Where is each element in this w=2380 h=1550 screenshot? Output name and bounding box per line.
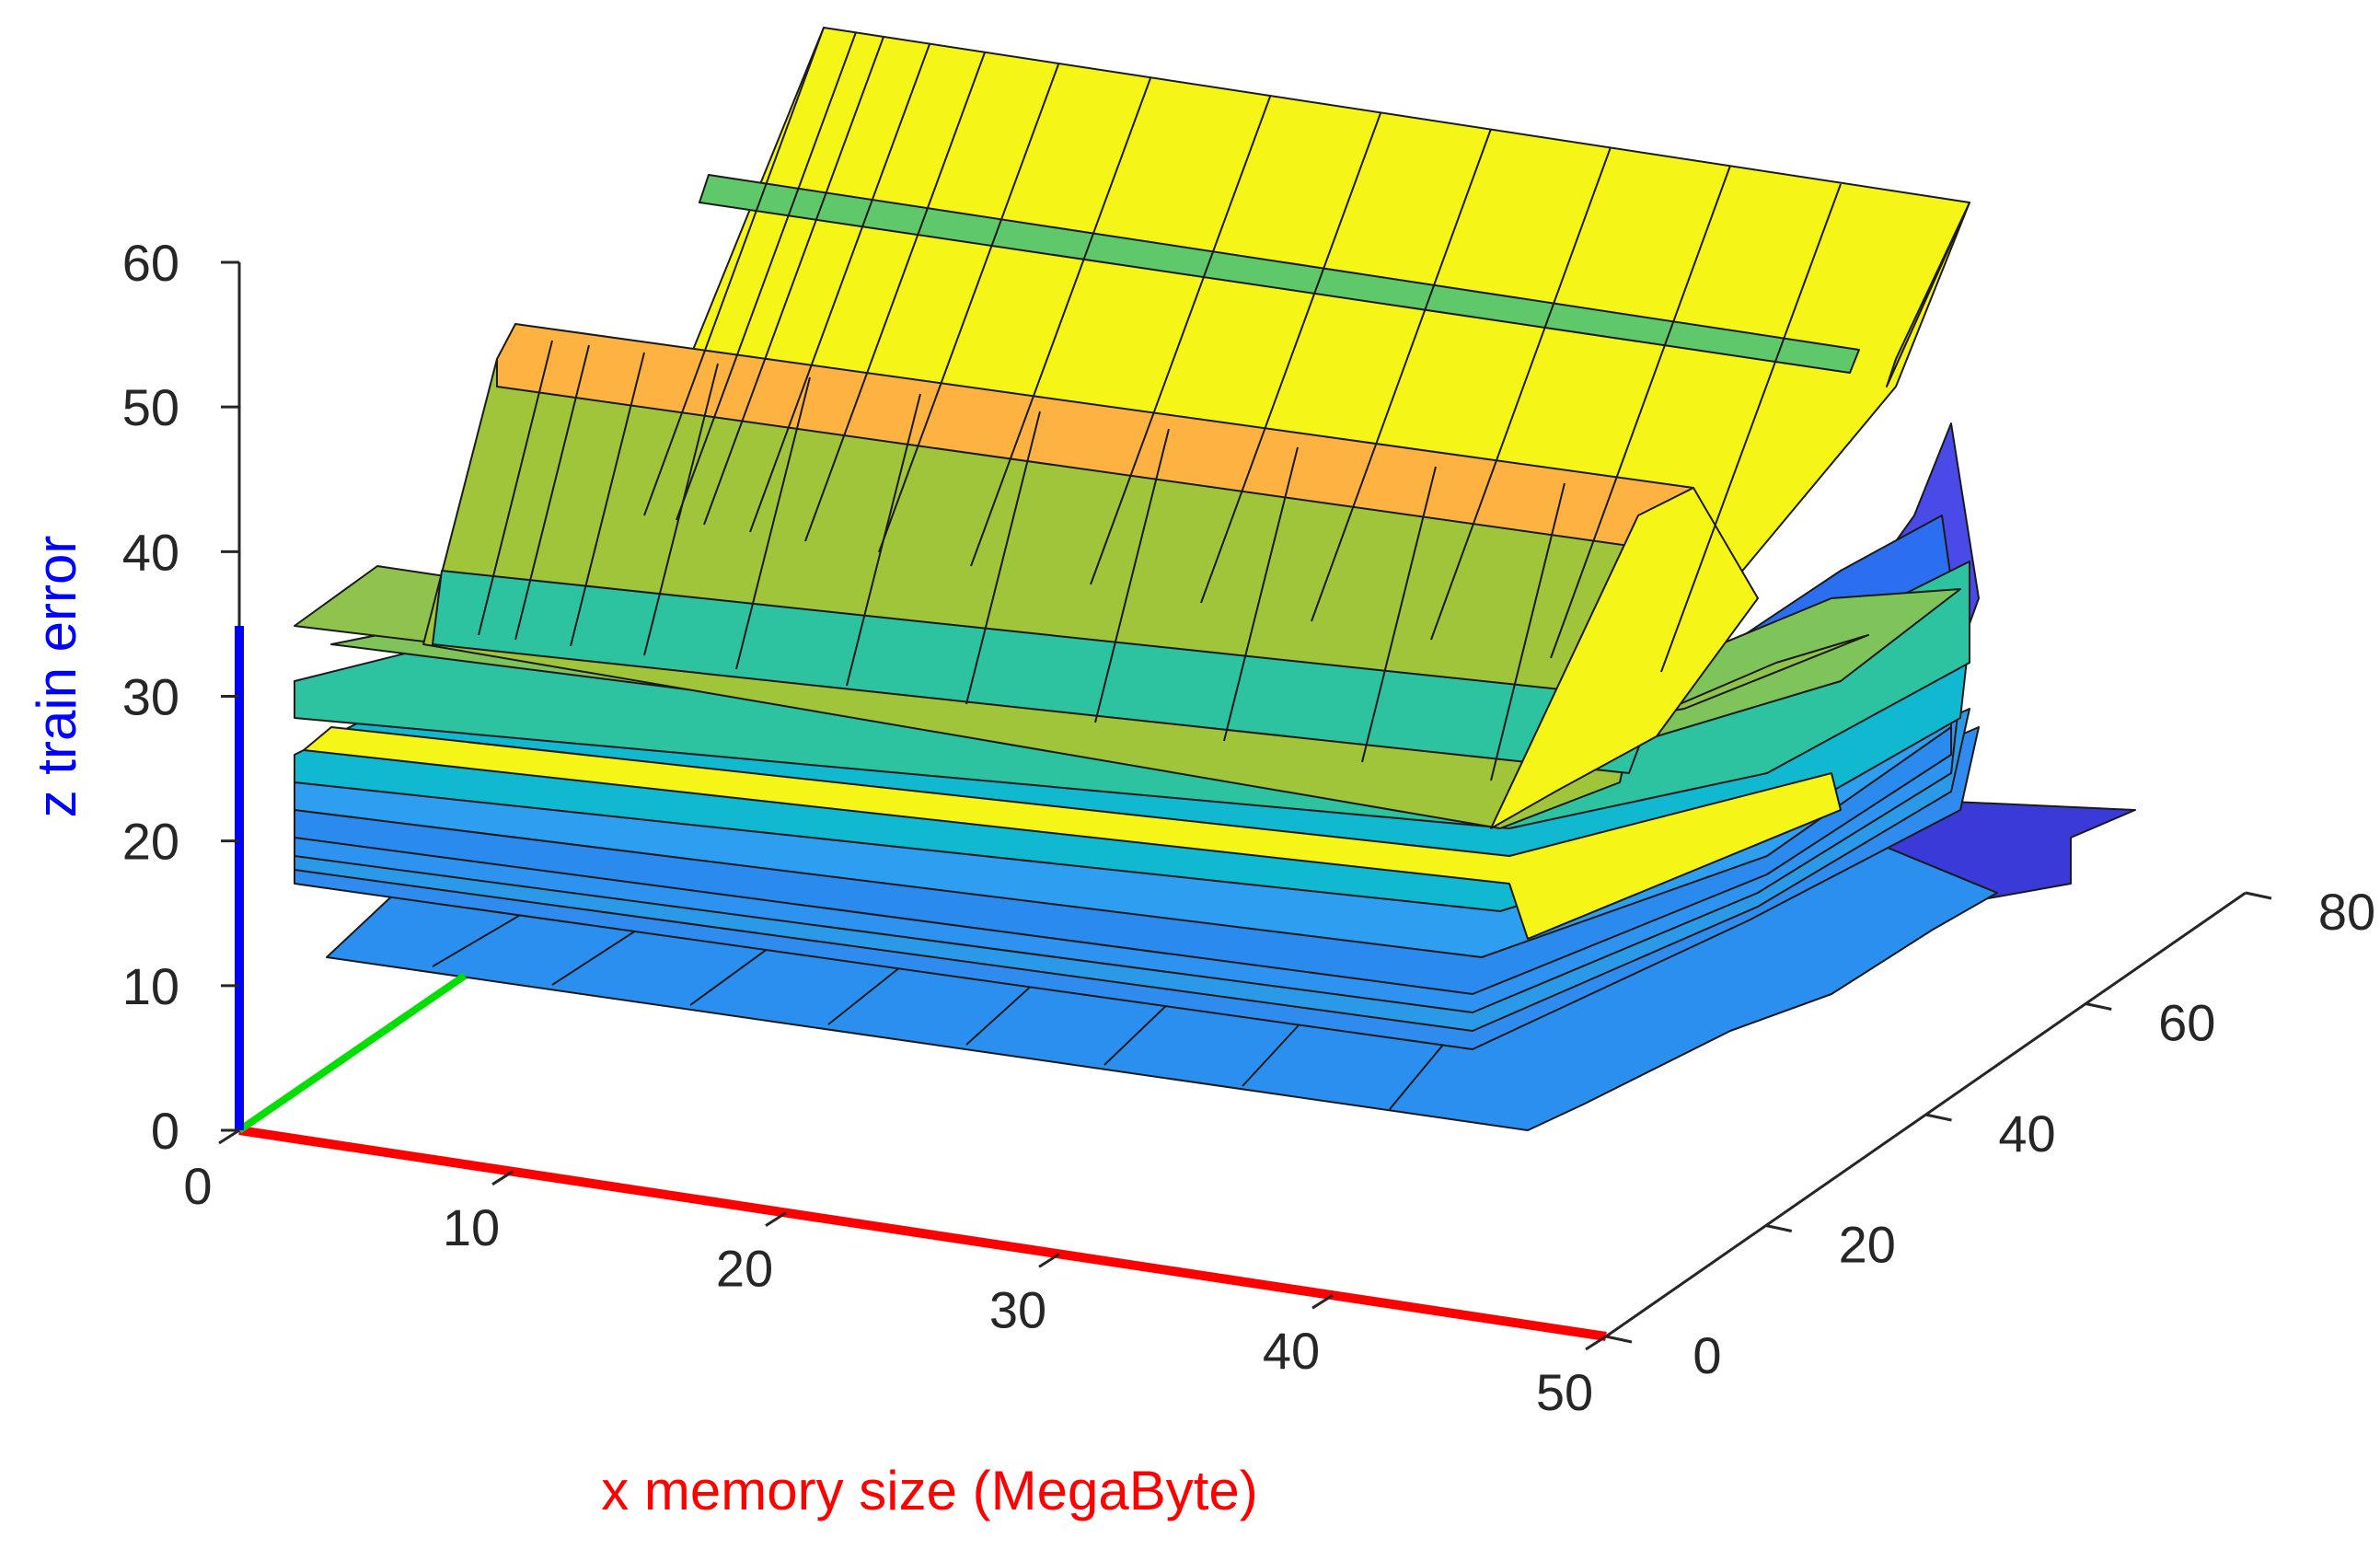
- y-tick-mark: [2245, 891, 2272, 900]
- surface-layers: [294, 27, 2136, 1131]
- y-axis-ticks: 0 20 40 60 80: [1605, 883, 2375, 1384]
- y-tick-label: 80: [2318, 883, 2375, 941]
- y-tick-mark: [2085, 1002, 2112, 1011]
- x-axis-ticks: 0 10 20 30 40 50: [183, 1128, 1607, 1421]
- surface-ridge-front-yellow-face: [1490, 487, 1759, 829]
- z-axis-title: z train error: [26, 536, 87, 818]
- surface-ridge-grid: [478, 27, 1842, 781]
- surface-ridge-front-teal-band: [432, 570, 1658, 774]
- surface-layer-yellow-band: [303, 726, 1842, 940]
- x-tick-label: 30: [989, 1280, 1046, 1338]
- z-tick-label: 50: [122, 378, 179, 436]
- x-tick-label: 10: [443, 1198, 500, 1256]
- x-tick-mark: [765, 1211, 787, 1227]
- x-tick-mark: [218, 1128, 240, 1145]
- x-tick-label: 50: [1536, 1363, 1593, 1421]
- y-tick-label: 20: [1839, 1216, 1896, 1274]
- y-tick-mark: [1925, 1113, 1952, 1122]
- x-tick-label: 40: [1263, 1322, 1320, 1380]
- z-tick-label: 20: [122, 813, 179, 871]
- surface-ridge-back-side: [1886, 202, 1970, 388]
- y-tick-mark: [1605, 1335, 1633, 1344]
- x-tick-mark: [1311, 1293, 1334, 1310]
- z-tick-label: 60: [122, 234, 179, 292]
- z-tick-label: 30: [122, 668, 179, 726]
- y-tick-label: 40: [1998, 1105, 2055, 1162]
- y-tick-mark: [1765, 1224, 1793, 1232]
- x-tick-mark: [491, 1170, 514, 1186]
- x-tick-label: 20: [716, 1240, 773, 1298]
- z-axis-ticks: 0 10 20 30 40 50 60: [122, 234, 239, 1160]
- x-axis-title: x memory size (MegaByte): [601, 1460, 1258, 1521]
- z-tick-label: 0: [151, 1102, 179, 1160]
- z-tick-label: 10: [122, 957, 179, 1015]
- x-tick-mark: [1585, 1335, 1607, 1351]
- x-tick-mark: [1038, 1253, 1060, 1268]
- x-tick-label: 0: [183, 1157, 212, 1215]
- z-tick-label: 40: [122, 523, 179, 581]
- y-tick-label: 60: [2158, 994, 2215, 1052]
- x-axis-red: [238, 1126, 1607, 1341]
- y-tick-label: 0: [1693, 1326, 1721, 1384]
- y-axis-green: [237, 972, 468, 1134]
- surface-ridge-back-green-band: [699, 174, 1860, 374]
